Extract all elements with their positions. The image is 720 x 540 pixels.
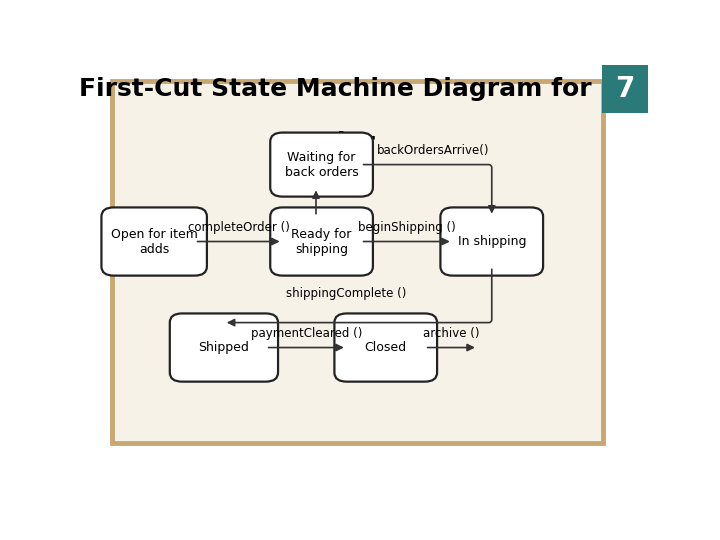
Text: archive (): archive () <box>423 327 480 340</box>
FancyBboxPatch shape <box>602 65 648 113</box>
Text: Ready for
shipping: Ready for shipping <box>292 227 352 255</box>
Text: 7: 7 <box>616 75 635 103</box>
FancyBboxPatch shape <box>102 207 207 275</box>
Text: First-Cut State Machine Diagram for: First-Cut State Machine Diagram for <box>79 77 592 102</box>
FancyBboxPatch shape <box>270 133 373 197</box>
Text: beginShipping (): beginShipping () <box>358 221 456 234</box>
Text: backOrdersArrive(): backOrdersArrive() <box>377 144 490 157</box>
FancyBboxPatch shape <box>112 82 603 443</box>
Text: Closed: Closed <box>364 341 407 354</box>
FancyBboxPatch shape <box>334 313 437 382</box>
Text: Open for item
adds: Open for item adds <box>111 227 197 255</box>
Text: completeOrder (): completeOrder () <box>188 221 289 234</box>
Text: shippingComplete (): shippingComplete () <box>287 287 407 300</box>
Text: Waiting for
back orders: Waiting for back orders <box>284 151 359 179</box>
FancyBboxPatch shape <box>441 207 543 275</box>
FancyBboxPatch shape <box>170 313 278 382</box>
Text: paymentCleared (): paymentCleared () <box>251 327 362 340</box>
Text: In shipping: In shipping <box>457 235 526 248</box>
Text: Shipped: Shipped <box>199 341 249 354</box>
Text: Order: Order <box>295 131 376 156</box>
FancyBboxPatch shape <box>270 207 373 275</box>
